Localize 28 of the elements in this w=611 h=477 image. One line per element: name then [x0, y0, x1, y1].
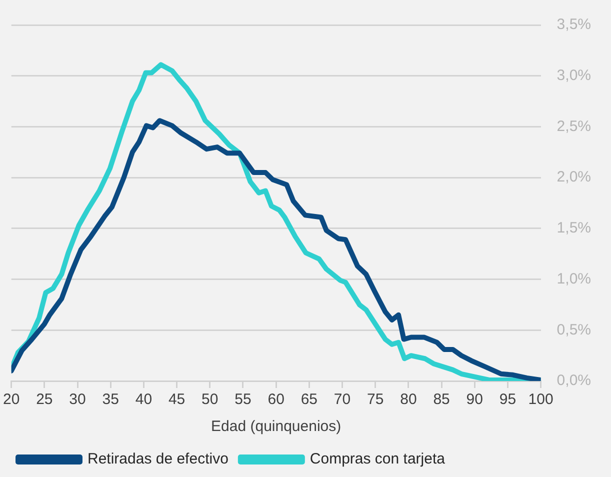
x-tick-label: 95 — [499, 391, 516, 408]
y-tick-label: 1,0% — [556, 270, 592, 288]
x-tick-label: 80 — [400, 391, 417, 408]
x-tick-label: 85 — [433, 391, 450, 408]
x-tick-label: 100 — [528, 391, 554, 408]
x-tick-label: 50 — [202, 391, 218, 408]
y-tick-label: 2,5% — [556, 118, 592, 135]
legend-label: Retiradas de efectivo — [88, 450, 228, 468]
x-tick-label: 65 — [300, 391, 318, 408]
y-tick-label: 0,5% — [556, 321, 592, 338]
y-tick-label: 0,0% — [556, 372, 592, 390]
x-tick-label: 35 — [102, 391, 119, 408]
y-tick-label: 3,5% — [556, 16, 592, 34]
y-tick-label: 1,5% — [556, 220, 592, 237]
legend-label: Compras con tarjeta — [310, 450, 446, 468]
x-tick-label: 30 — [69, 391, 86, 408]
x-tick-label: 90 — [466, 391, 483, 408]
x-tick-label: 60 — [268, 391, 284, 408]
x-tick-label: 75 — [367, 391, 384, 408]
x-tick-label: 70 — [334, 391, 351, 408]
x-tick-label: 45 — [168, 391, 186, 408]
x-tick-label: 25 — [36, 391, 53, 408]
y-tick-label: 2,0% — [556, 168, 592, 186]
x-tick-label: 40 — [135, 391, 152, 408]
x-tick-label: 20 — [3, 391, 20, 408]
x-axis-title: Edad (quinquenios) — [211, 418, 342, 436]
x-tick-label: 55 — [234, 391, 252, 408]
y-tick-label: 3,0% — [556, 67, 592, 84]
